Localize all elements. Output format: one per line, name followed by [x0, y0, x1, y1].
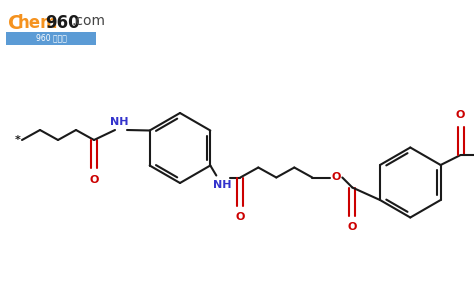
Text: hem: hem [18, 14, 58, 32]
Text: O: O [332, 173, 341, 183]
FancyBboxPatch shape [6, 32, 96, 45]
Text: O: O [456, 110, 465, 120]
Text: O: O [347, 222, 357, 233]
Text: C: C [8, 14, 22, 33]
Text: *: * [15, 135, 21, 145]
Text: .com: .com [72, 14, 106, 28]
Text: O: O [89, 175, 99, 185]
Text: 960: 960 [45, 14, 80, 32]
Text: NH: NH [213, 180, 232, 190]
Text: 960 化工网: 960 化工网 [36, 33, 66, 42]
Text: O: O [236, 212, 245, 222]
Text: NH: NH [110, 117, 128, 127]
